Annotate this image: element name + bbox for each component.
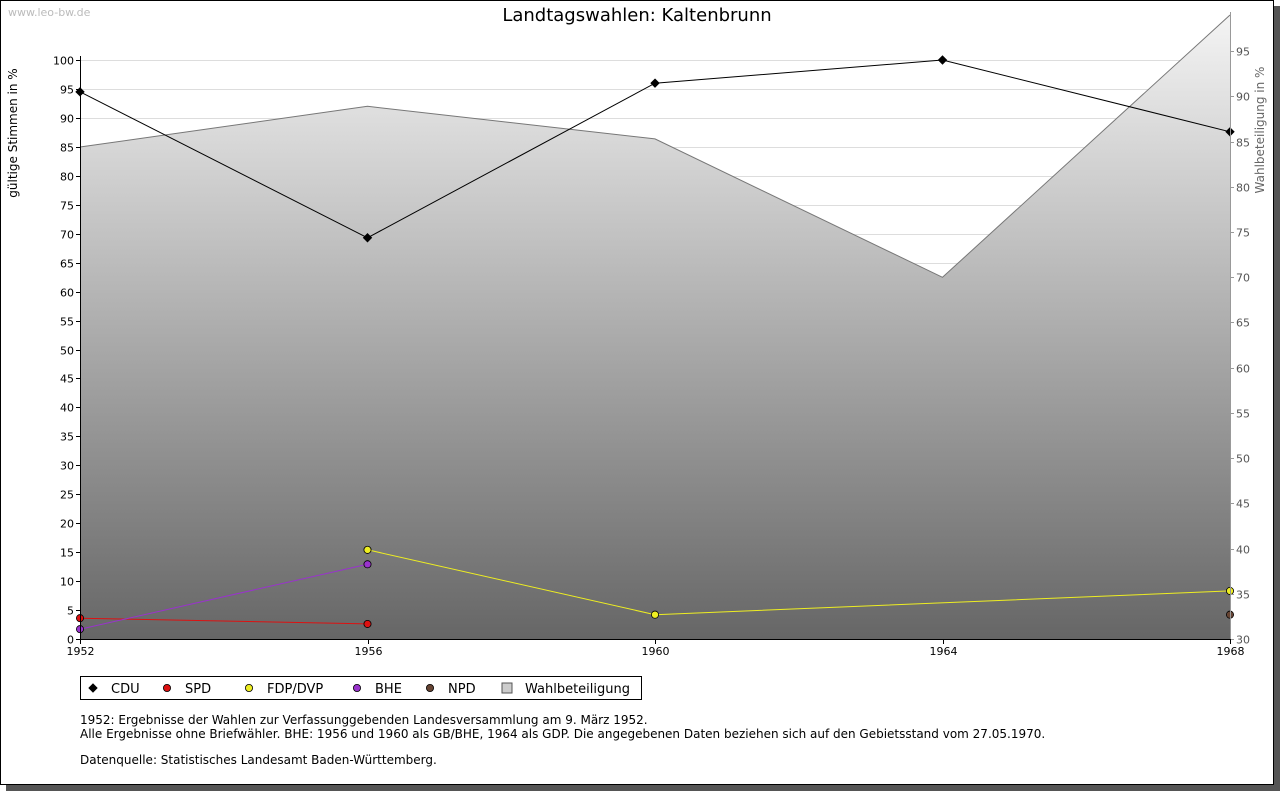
y-tick-label-30: 30 <box>60 460 74 473</box>
y-tick-label-50: 50 <box>60 345 74 358</box>
y-tick-label-20: 20 <box>60 518 74 531</box>
y2-tick-label-95: 95 <box>1236 46 1250 59</box>
watermark: www.leo-bw.de <box>8 6 91 19</box>
y2-tick-label-85: 85 <box>1236 137 1250 150</box>
y-tick-label-35: 35 <box>60 431 74 444</box>
legend-label-bhe: BHE <box>375 682 402 697</box>
legend-swatch-wahlbeteiligung <box>501 682 513 694</box>
y2-tick-label-65: 65 <box>1236 317 1250 330</box>
series-line-bhe <box>79 563 368 630</box>
y-tick-label-85: 85 <box>60 142 74 155</box>
y2-axis-title: Wahlbeteiligung in % <box>1253 67 1267 194</box>
x-tick-label-1960: 1960 <box>642 645 670 658</box>
y-tick-label-90: 90 <box>60 113 74 126</box>
y2-tick-label-90: 90 <box>1236 91 1250 104</box>
legend-swatch-fdp-dvp <box>244 684 253 693</box>
y-tick-label-10: 10 <box>60 576 74 589</box>
legend: CDU SPD FDP/DVP BHE NPD Wahlbeteiligung <box>80 676 642 700</box>
legend-swatch-cdu <box>88 683 98 693</box>
y2-tick-label-80: 80 <box>1236 182 1250 195</box>
y-tick-label-40: 40 <box>60 402 74 415</box>
legend-swatch-bhe <box>352 684 361 693</box>
y-tick-label-0: 0 <box>67 634 74 647</box>
y2-tick-label-50: 50 <box>1236 453 1250 466</box>
axes: 0 5 10 15 20 25 30 35 40 45 50 55 60 65 70 75 80 85 90 95 10… <box>53 12 1250 658</box>
x-tick-label-1952: 1952 <box>67 645 95 658</box>
x-tick-label-1956: 1956 <box>355 645 383 658</box>
turnout-area-line <box>79 14 1231 278</box>
point-bhe-1956 <box>363 560 372 569</box>
footnotes: 1952: Ergebnisse der Wahlen zur Verfassu… <box>80 713 1045 767</box>
frame-shadow-right <box>1273 6 1280 791</box>
y2-tick-label-40: 40 <box>1236 544 1250 557</box>
y-tick-label-25: 25 <box>60 489 74 502</box>
legend-label-npd: NPD <box>448 682 476 697</box>
footnote-briefwaehler: Alle Ergebnisse ohne Briefwähler. BHE: 1… <box>80 727 1046 741</box>
x-tick-label-1964: 1964 <box>930 645 958 658</box>
y-tick-label-80: 80 <box>60 171 74 184</box>
x-tick-label-1968: 1968 <box>1217 645 1245 658</box>
y2-tick-label-35: 35 <box>1236 589 1250 602</box>
point-fdp-dvp-1956 <box>363 545 372 554</box>
legend-label-wahlbeteiligung: Wahlbeteiligung <box>525 682 630 697</box>
chart-title: Landtagswahlen: Kaltenbrunn <box>502 5 771 26</box>
y-tick-label-55: 55 <box>60 316 74 329</box>
series-line-spd <box>79 617 368 625</box>
y-tick-label-100: 100 <box>53 55 74 68</box>
y-tick-label-65: 65 <box>60 258 74 271</box>
point-fdp-dvp-1960 <box>651 610 660 619</box>
point-cdu-1960 <box>650 78 660 88</box>
y2-tick-label-70: 70 <box>1236 272 1250 285</box>
y2-tick-label-60: 60 <box>1236 363 1250 376</box>
turnout-area-fill <box>80 15 1230 639</box>
y-tick-label-5: 5 <box>67 605 74 618</box>
legend-label-cdu: CDU <box>111 682 140 697</box>
y-tick-label-70: 70 <box>60 229 74 242</box>
y-tick-label-15: 15 <box>60 547 74 560</box>
point-cdu-1956 <box>362 233 373 243</box>
footnote-1952: 1952: Ergebnisse der Wahlen zur Verfassu… <box>80 713 648 727</box>
y-tick-label-60: 60 <box>60 287 74 300</box>
turnout-area <box>79 14 1231 639</box>
point-spd-1956 <box>363 619 372 628</box>
legend-box <box>80 676 642 700</box>
y2-tick-label-75: 75 <box>1236 227 1250 240</box>
legend-swatch-npd <box>425 684 434 693</box>
footnote-source: Datenquelle: Statistisches Landesamt Bad… <box>80 753 437 767</box>
legend-label-spd: SPD <box>185 682 211 697</box>
y2-tick-label-45: 45 <box>1236 498 1250 511</box>
point-cdu-1964 <box>937 55 948 65</box>
y-axis-title: gültige Stimmen in % <box>6 68 20 197</box>
legend-swatch-spd <box>162 684 171 693</box>
y-tick-label-75: 75 <box>60 200 74 213</box>
y-tick-label-95: 95 <box>60 84 74 97</box>
legend-label-fdp-dvp: FDP/DVP <box>267 682 323 697</box>
y2-tick-label-30: 30 <box>1236 634 1250 647</box>
y-tick-label-45: 45 <box>60 373 74 386</box>
y2-tick-label-55: 55 <box>1236 408 1250 421</box>
frame-shadow-bottom <box>6 784 1280 791</box>
